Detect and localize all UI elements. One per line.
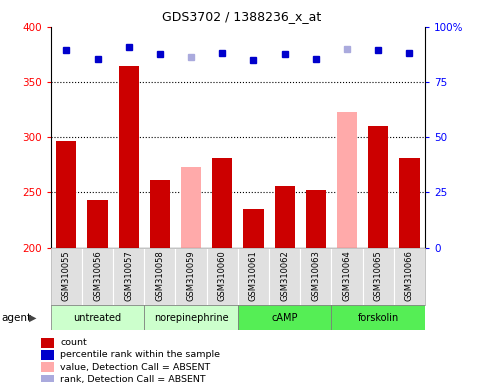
Bar — [113, 248, 144, 305]
Text: GSM310059: GSM310059 — [186, 250, 196, 301]
Bar — [56, 141, 76, 248]
Bar — [41, 338, 54, 348]
Text: GDS3702 / 1388236_x_at: GDS3702 / 1388236_x_at — [162, 10, 321, 23]
Bar — [82, 248, 113, 305]
Text: value, Detection Call = ABSENT: value, Detection Call = ABSENT — [60, 363, 211, 372]
Bar — [363, 248, 394, 305]
Bar — [41, 362, 54, 372]
Bar — [150, 180, 170, 248]
Bar — [87, 200, 108, 248]
Bar — [238, 248, 269, 305]
Bar — [175, 248, 207, 305]
Text: ▶: ▶ — [28, 313, 36, 323]
Text: GSM310062: GSM310062 — [280, 250, 289, 301]
Text: GSM310061: GSM310061 — [249, 250, 258, 301]
Bar — [399, 158, 420, 248]
Bar — [306, 190, 326, 248]
Text: agent: agent — [1, 313, 31, 323]
Text: GSM310064: GSM310064 — [342, 250, 352, 301]
Bar — [212, 158, 232, 248]
Text: GSM310057: GSM310057 — [124, 250, 133, 301]
Bar — [238, 305, 331, 330]
Text: GSM310055: GSM310055 — [62, 250, 71, 301]
Bar — [51, 248, 82, 305]
Bar — [144, 248, 175, 305]
Bar — [181, 167, 201, 248]
Bar — [41, 375, 54, 384]
Bar — [207, 248, 238, 305]
Bar — [337, 112, 357, 248]
Text: GSM310065: GSM310065 — [374, 250, 383, 301]
Bar — [51, 305, 144, 330]
Text: percentile rank within the sample: percentile rank within the sample — [60, 350, 220, 359]
Bar — [274, 186, 295, 248]
Text: GSM310056: GSM310056 — [93, 250, 102, 301]
Text: forskolin: forskolin — [357, 313, 399, 323]
Bar — [243, 209, 264, 248]
Text: GSM310060: GSM310060 — [218, 250, 227, 301]
Text: rank, Detection Call = ABSENT: rank, Detection Call = ABSENT — [60, 375, 206, 384]
Text: GSM310058: GSM310058 — [156, 250, 164, 301]
Text: cAMP: cAMP — [271, 313, 298, 323]
Bar — [41, 350, 54, 359]
Text: GSM310063: GSM310063 — [312, 250, 320, 301]
Text: count: count — [60, 338, 87, 347]
Bar — [118, 66, 139, 248]
Bar — [300, 248, 331, 305]
Bar — [144, 305, 238, 330]
Bar — [394, 248, 425, 305]
Text: GSM310066: GSM310066 — [405, 250, 414, 301]
Bar — [368, 126, 388, 248]
Bar — [269, 248, 300, 305]
Bar — [331, 305, 425, 330]
Text: norepinephrine: norepinephrine — [154, 313, 228, 323]
Text: untreated: untreated — [73, 313, 122, 323]
Bar — [331, 248, 363, 305]
